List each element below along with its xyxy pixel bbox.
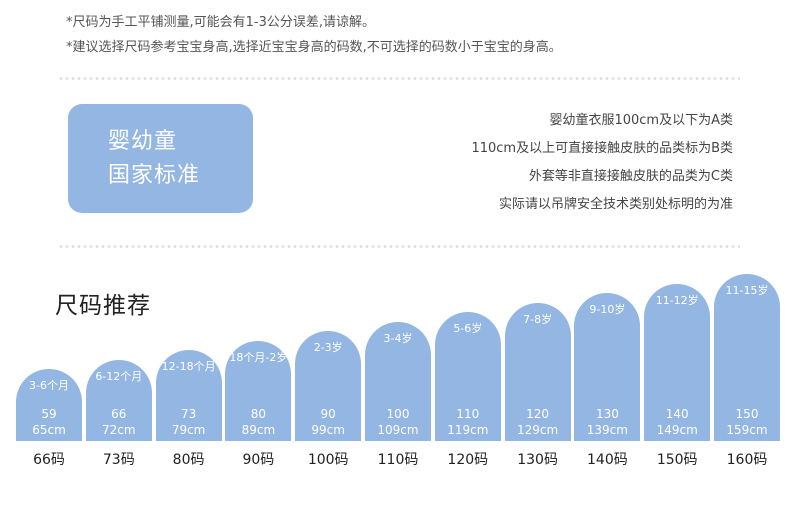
size-bar: 11-15岁 150 159cm: [714, 274, 780, 441]
standard-title-line1: 婴幼童: [108, 128, 178, 154]
size-weight: 110: [456, 407, 480, 421]
note-line: *尺码为手工平铺测量,可能会有1-3公分误差,请谅解。: [66, 15, 375, 30]
size-notes: *尺码为手工平铺测量,可能会有1-3公分误差,请谅解。 *建议选择尺码参考宝宝身…: [66, 10, 562, 60]
size-height: 99cm: [311, 423, 345, 437]
size-label: 150码: [656, 452, 698, 468]
dotted-divider: [58, 76, 740, 81]
size-label: 66码: [33, 452, 65, 468]
size-age: 5-6岁: [453, 322, 483, 335]
standard-title-line2: 国家标准: [108, 162, 201, 188]
size-height: 149cm: [656, 423, 698, 437]
size-height: 89cm: [241, 423, 276, 437]
standard-line: 外套等非直接接触皮肤的品类为C类: [528, 169, 733, 184]
size-weight: 150: [735, 407, 759, 421]
size-weight: 120: [526, 407, 550, 421]
size-weight: 100: [386, 407, 410, 421]
note-line: *建议选择尺码参考宝宝身高,选择近宝宝身高的码数,不可选择的码数小于宝宝的身高。: [66, 40, 562, 55]
size-height: 139cm: [586, 423, 628, 437]
size-age: 3-4岁: [383, 331, 413, 345]
size-weight: 140: [665, 407, 689, 421]
size-height: 65cm: [32, 423, 66, 437]
size-label: 130码: [517, 452, 558, 468]
size-label: 110码: [377, 452, 419, 468]
size-bar: 9-10岁 130 139cm: [574, 293, 641, 441]
size-age: 9-10岁: [589, 303, 626, 316]
size-weight: 66: [111, 407, 127, 421]
size-height: 79cm: [171, 423, 206, 437]
standard-line: 110cm及以上可直接接触皮肤的品类标为B类: [471, 141, 733, 156]
size-height: 159cm: [726, 423, 768, 437]
size-age: 7-8岁: [523, 312, 553, 326]
size-bar: 6-12个月 66 72cm: [85, 359, 152, 441]
size-age: 3-6个月: [29, 379, 69, 392]
size-height: 72cm: [102, 423, 136, 437]
size-age: 2-3岁: [313, 341, 343, 354]
size-weight: 59: [41, 407, 57, 421]
size-bar: 3-4岁 100 109cm: [365, 321, 431, 441]
size-age: 11-15岁: [725, 284, 769, 297]
size-weight: 73: [180, 407, 197, 421]
size-label: 73码: [102, 452, 135, 468]
size-bar: 5-6岁 110 119cm: [434, 312, 501, 441]
size-bar: 7-8岁 120 129cm: [504, 302, 571, 441]
dotted-divider: [58, 244, 740, 249]
size-weight: 80: [250, 407, 267, 421]
size-height: 119cm: [447, 423, 489, 437]
size-age: 11-12岁: [655, 293, 699, 307]
size-bar: 12-18个月 73 79cm: [155, 350, 222, 441]
size-height: 129cm: [516, 423, 559, 437]
standard-badge: 婴幼童 国家标准: [68, 104, 253, 213]
size-bar: 3-6个月 59 65cm: [16, 369, 82, 441]
size-label: 90码: [242, 452, 275, 468]
standard-description: 婴幼童衣服100cm及以下为A类 110cm及以上可直接接触皮肤的品类标为B类 …: [471, 107, 733, 219]
size-age: 6-12个月: [95, 369, 143, 383]
size-weight: 130: [595, 407, 619, 421]
size-weight: 90: [320, 407, 336, 421]
size-bar: 11-12岁 140 149cm: [644, 283, 711, 441]
size-label: 120码: [447, 452, 489, 468]
size-age: 18个月-2岁: [229, 350, 288, 364]
size-bar: 18个月-2岁 80 89cm: [225, 340, 292, 441]
standard-line: 实际请以吊牌安全技术类别处标明的为准: [498, 197, 733, 212]
size-label: 80码: [172, 452, 205, 468]
size-bar: 2-3岁 90 99cm: [295, 331, 362, 441]
size-label: 100码: [307, 452, 349, 468]
size-height: 109cm: [377, 423, 419, 437]
size-label: 140码: [587, 452, 628, 468]
section-title: 尺码推荐: [55, 293, 151, 319]
size-label: 160码: [726, 452, 768, 468]
size-age: 12-18个月: [161, 360, 216, 373]
standard-line: 婴幼童衣服100cm及以下为A类: [549, 113, 733, 128]
